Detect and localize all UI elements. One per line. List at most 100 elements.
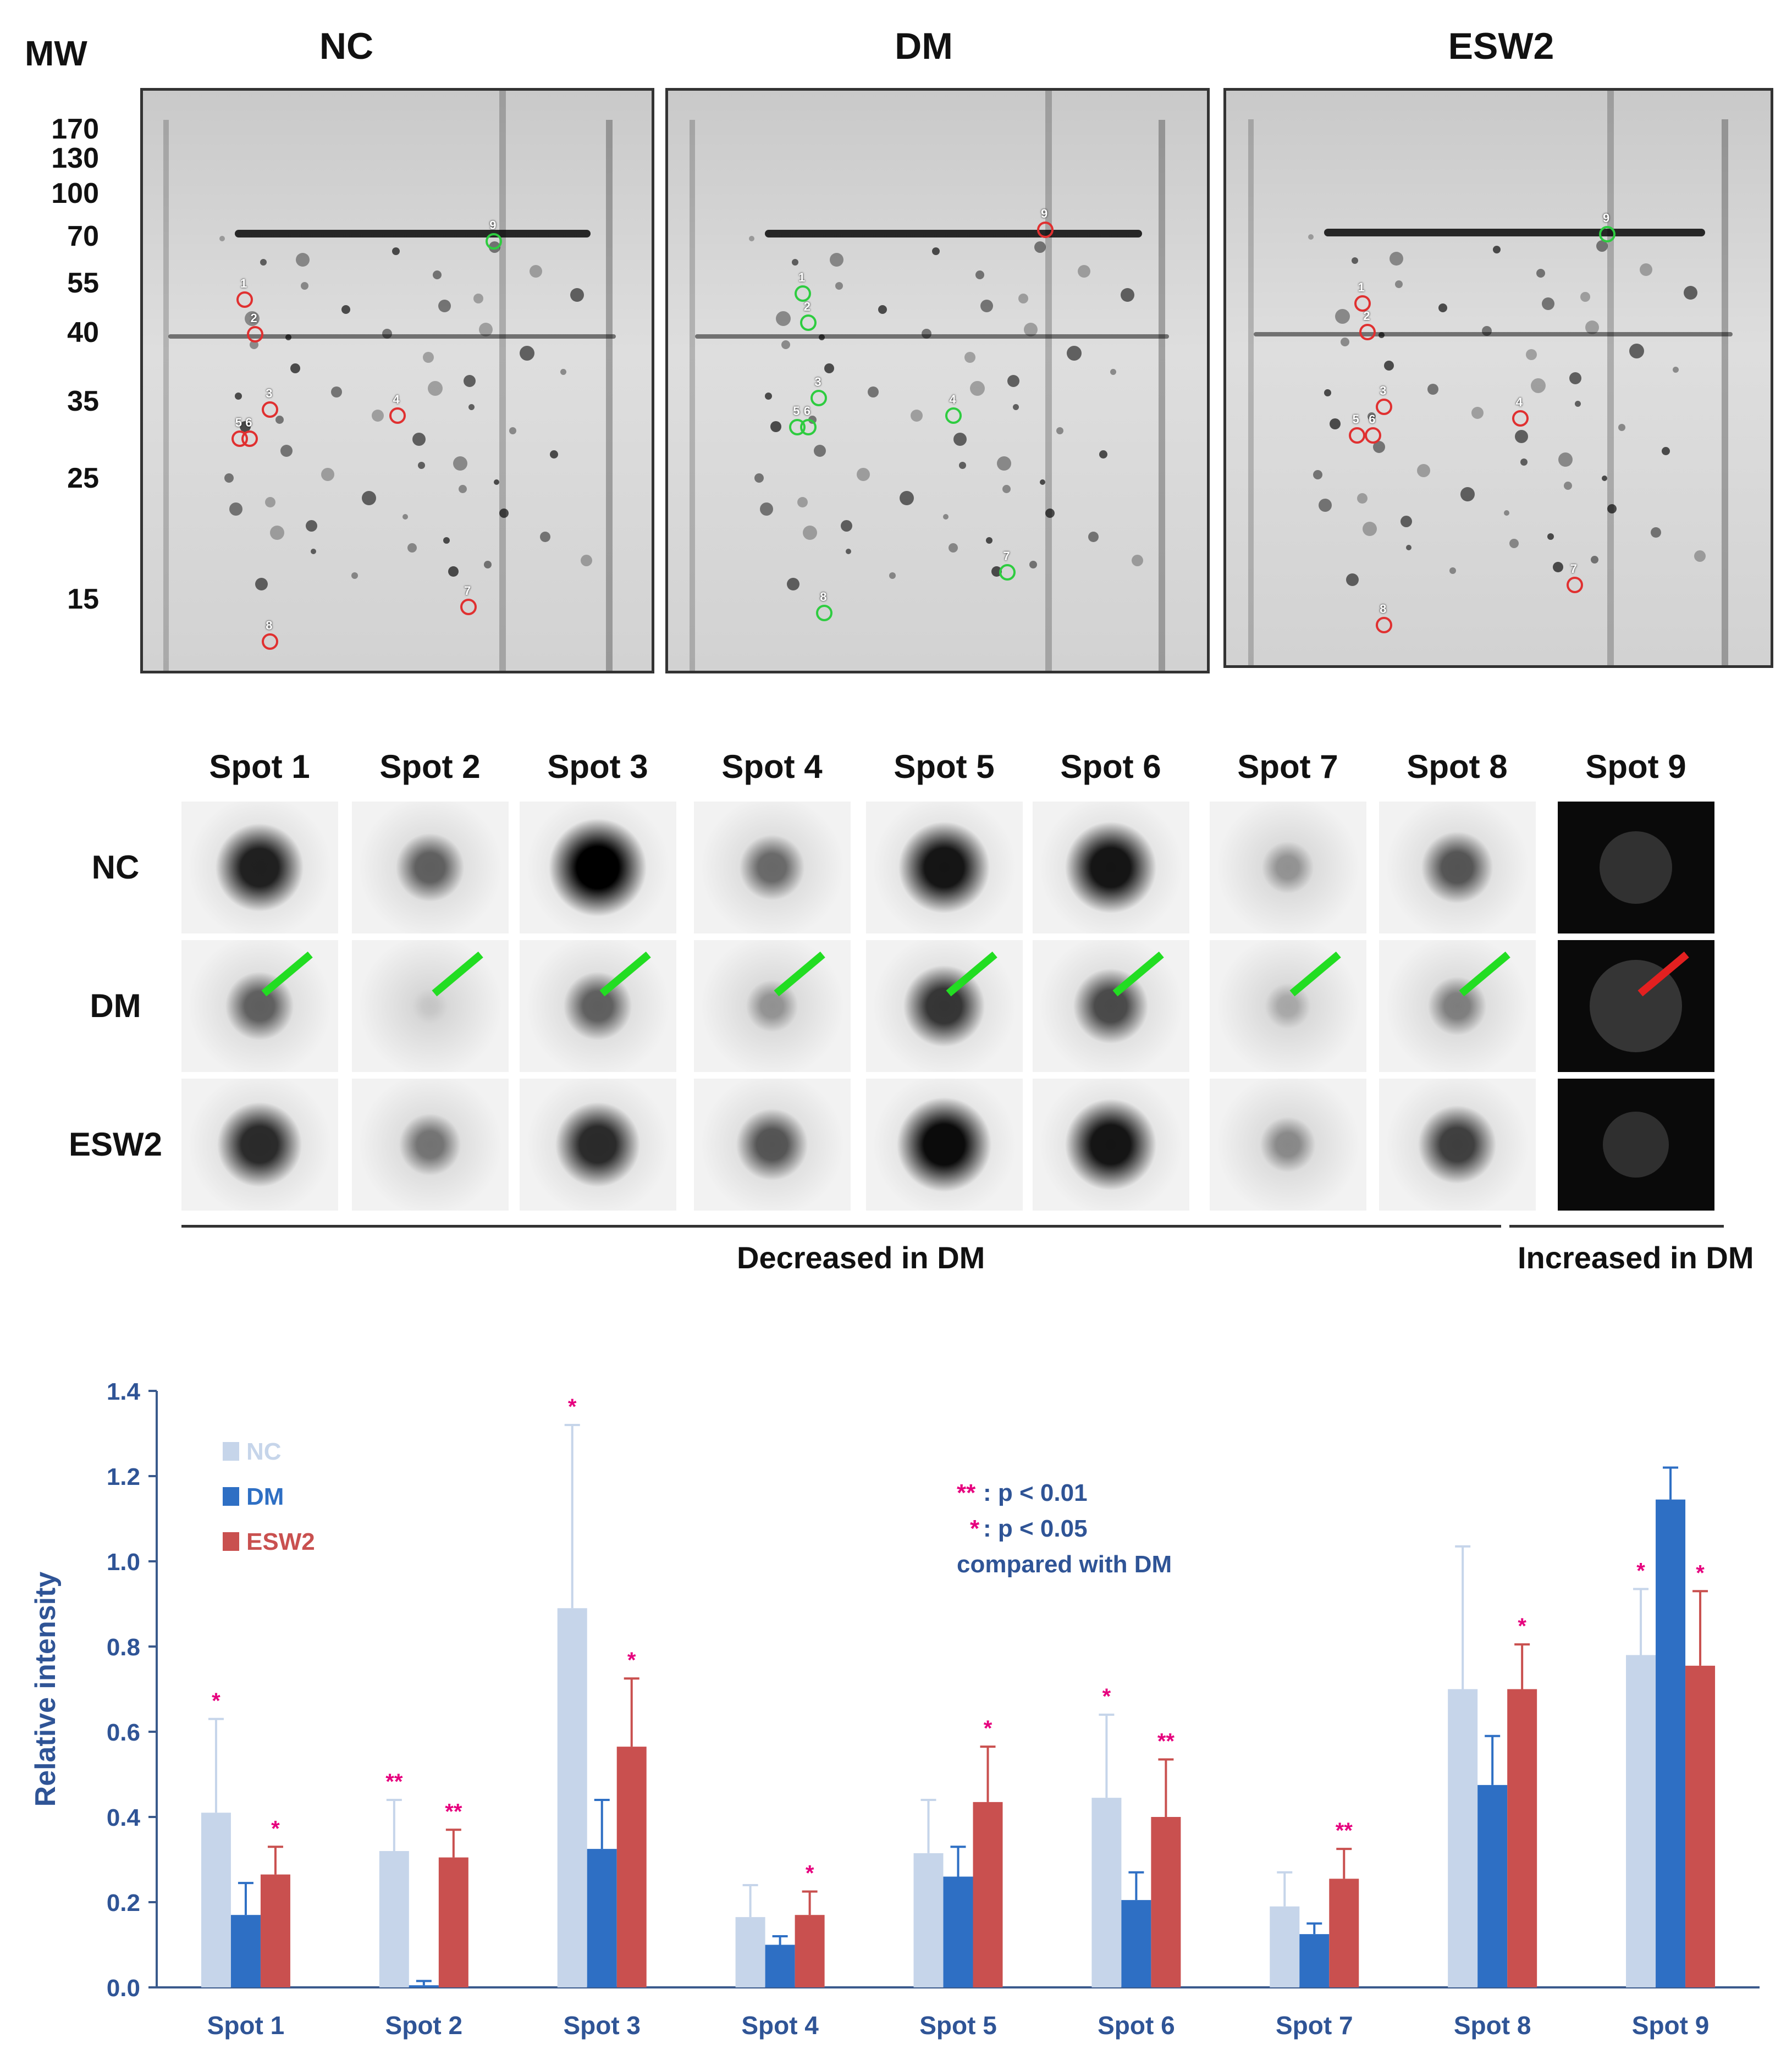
protein-blob	[765, 392, 773, 400]
zoom-cell-spot1-esw2	[181, 1079, 338, 1211]
gel-band	[168, 334, 616, 339]
zoom-cell-spot8-esw2	[1379, 1079, 1536, 1211]
protein-blob	[433, 270, 442, 280]
zoom-cell-spot3-dm	[520, 940, 676, 1072]
gel-marker-lane	[163, 119, 169, 671]
spot-marker-label: 3	[814, 375, 821, 389]
protein-blob	[509, 427, 516, 434]
protein-blob	[499, 508, 509, 518]
protein-blob	[889, 572, 896, 579]
protein-blob	[830, 253, 843, 267]
zoom-cell-spot4-esw2	[694, 1079, 851, 1211]
protein-blob	[942, 514, 949, 520]
spot-marker-label: 5	[235, 416, 242, 429]
mw-marker-170: 170	[51, 113, 99, 145]
protein-blob	[224, 473, 234, 483]
legend-label-esw2: ESW2	[246, 1528, 315, 1555]
y-tick-label: 0.0	[107, 1975, 140, 2002]
row-label-nc: NC	[91, 849, 140, 886]
gel-title-esw2: ESW2	[1448, 25, 1554, 67]
gel-band	[695, 334, 1170, 339]
spot-marker-8	[816, 604, 833, 621]
protein-blob	[1607, 504, 1617, 514]
y-tick-label: 0.2	[107, 1890, 140, 1916]
protein-blob	[1525, 349, 1537, 361]
legend-label-dm: DM	[246, 1483, 284, 1510]
spot-marker-1	[795, 285, 811, 302]
zoomed-spot	[896, 1097, 992, 1192]
spot-marker-label: 2	[250, 311, 257, 325]
spot-marker-4	[389, 407, 406, 424]
protein-blob	[1351, 257, 1358, 264]
protein-blob	[803, 526, 817, 540]
green-arrow-icon	[774, 951, 825, 997]
protein-blob	[290, 363, 301, 373]
row-label-dm: DM	[90, 987, 141, 1024]
bar-dm	[1121, 1900, 1151, 1987]
zoomed-spot	[217, 1102, 302, 1187]
protein-blob	[1683, 286, 1697, 300]
bar-nc	[735, 1917, 765, 1987]
bar-nc	[1270, 1906, 1300, 1987]
significance-mark: *	[627, 1648, 636, 1672]
mw-marker-130: 130	[51, 142, 99, 174]
mw-marker-15: 15	[67, 583, 99, 615]
zoom-cell-spot3-nc	[520, 802, 676, 933]
annotation-text: : p < 0.01	[983, 1479, 1088, 1506]
spot-marker-label: 9	[1041, 207, 1048, 221]
zoom-cell-spot2-esw2	[352, 1079, 509, 1211]
spot-marker-2	[1359, 323, 1376, 340]
significance-mark: *	[1102, 1684, 1111, 1709]
x-tick-label: Spot 3	[563, 2011, 641, 2040]
protein-blob	[1629, 343, 1644, 358]
zoom-cell-spot7-nc	[1210, 802, 1366, 933]
mw-marker-25: 25	[67, 462, 99, 494]
spot-header-5: Spot 5	[894, 748, 995, 785]
zoomed-spot	[1260, 1117, 1316, 1173]
gel-band	[1253, 332, 1733, 336]
protein-blob	[1503, 510, 1509, 516]
protein-blob	[473, 294, 484, 304]
protein-blob	[1694, 550, 1706, 562]
protein-blob	[921, 328, 931, 339]
protein-blob	[1313, 469, 1323, 479]
spot-marker-7	[460, 598, 477, 615]
zoomed-spot	[1603, 1112, 1669, 1178]
protein-blob	[219, 235, 225, 241]
bar-dm	[1656, 1499, 1686, 1987]
significance-mark: *	[1696, 1561, 1705, 1585]
protein-blob	[857, 467, 870, 481]
gel-band	[234, 230, 591, 238]
protein-blob	[835, 282, 843, 290]
protein-blob	[948, 543, 958, 553]
zoomed-spot	[555, 1102, 641, 1187]
bar-esw2	[795, 1915, 825, 1987]
significance-mark: *	[1518, 1614, 1526, 1638]
protein-blob	[483, 560, 492, 568]
zoom-cell-spot9-nc	[1558, 802, 1714, 933]
gel-title-nc: NC	[319, 25, 374, 67]
gel-streak	[1158, 119, 1165, 671]
annotation-mark: *	[970, 1515, 980, 1542]
protein-blob	[1520, 458, 1528, 466]
spot-marker-2	[246, 326, 263, 343]
spot-marker-label: 1	[240, 276, 247, 290]
protein-blob	[749, 235, 754, 241]
gel-streak	[605, 119, 613, 671]
spot-marker-label: 9	[1603, 211, 1610, 225]
protein-blob	[786, 578, 799, 591]
zoomed-spot	[215, 823, 304, 912]
zoom-cell-spot7-dm	[1210, 940, 1366, 1072]
zoomed-spot	[1418, 1105, 1497, 1184]
bar-nc	[1091, 1798, 1122, 1987]
protein-blob	[911, 410, 923, 422]
spot-marker-label: 8	[1380, 601, 1387, 616]
x-tick-label: Spot 6	[1098, 2011, 1175, 2040]
spot-marker-label: 7	[464, 583, 471, 598]
mw-marker-55: 55	[67, 267, 99, 299]
protein-blob	[321, 467, 334, 481]
protein-blob	[1088, 531, 1099, 542]
protein-blob	[1542, 297, 1555, 311]
legend-swatch-nc	[223, 1442, 239, 1461]
